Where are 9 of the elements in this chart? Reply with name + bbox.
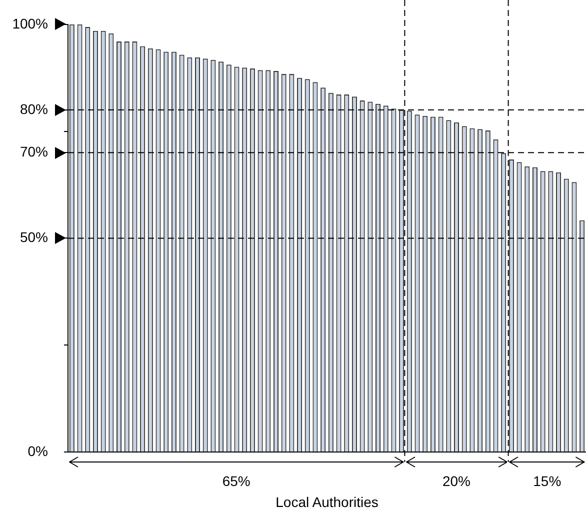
text: 15%: [533, 472, 562, 489]
y-tick-label: 50%: [20, 229, 48, 246]
x-axis-title: Local Authorities: [276, 494, 378, 510]
y-tick-label: 0%: [28, 442, 48, 459]
y-tick-label: 70%: [20, 144, 48, 160]
y-tick-label: 80%: [20, 100, 48, 117]
text: 65%: [222, 472, 250, 489]
y-tick-label: 100%: [12, 15, 48, 32]
text: 20%: [442, 472, 471, 489]
